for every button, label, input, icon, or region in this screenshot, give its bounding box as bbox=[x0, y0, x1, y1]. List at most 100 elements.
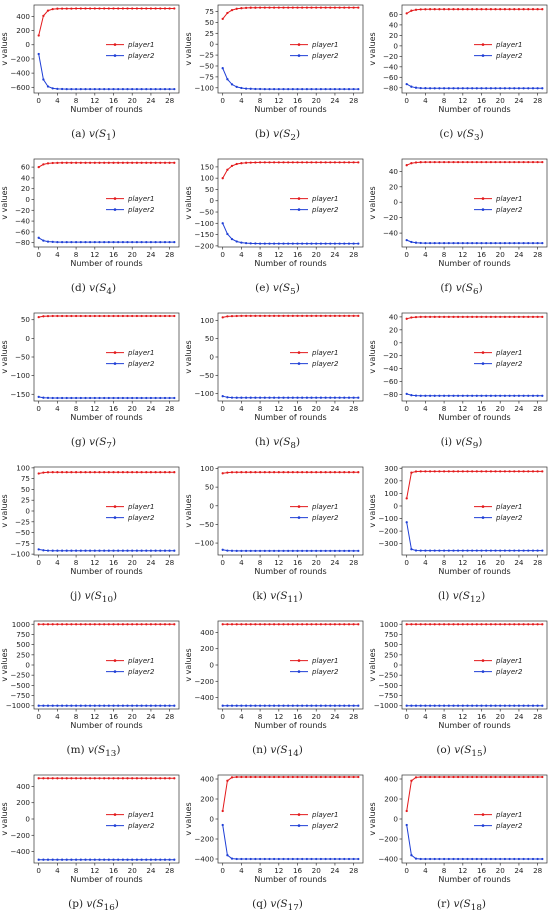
data-point-player2 bbox=[112, 549, 115, 552]
caption-function: v(S bbox=[272, 282, 291, 294]
data-point-player1 bbox=[121, 777, 125, 780]
chart-panel-m: −1000 −750 −500 −250 0 250 500 750 1000 0 4 8 12 16 20… bbox=[0, 616, 185, 770]
legend-label-player1: player1 bbox=[311, 195, 338, 203]
y-tick-label: −75 bbox=[199, 72, 214, 81]
data-point-player1 bbox=[240, 471, 243, 474]
data-point-player2 bbox=[37, 395, 40, 399]
data-point-player2 bbox=[428, 704, 432, 707]
data-point-player2 bbox=[347, 549, 351, 553]
data-point-player2 bbox=[272, 396, 276, 399]
data-point-player1 bbox=[489, 470, 493, 473]
data-point-player2 bbox=[107, 240, 110, 244]
data-point-player1 bbox=[414, 776, 418, 779]
data-point-player2 bbox=[65, 549, 68, 552]
data-point-player2 bbox=[433, 704, 436, 707]
data-point-player1 bbox=[489, 160, 493, 164]
data-point-player1 bbox=[84, 7, 87, 10]
x-tick-label: 12 bbox=[274, 558, 283, 567]
data-point-player2 bbox=[513, 549, 516, 552]
data-point-player2 bbox=[485, 241, 488, 245]
data-point-player1 bbox=[272, 623, 276, 626]
x-tick-label: 16 bbox=[109, 96, 119, 105]
x-axis-label: Number of rounds bbox=[254, 567, 326, 576]
data-point-player1 bbox=[117, 777, 120, 780]
data-point-player2 bbox=[145, 87, 148, 91]
data-point-player2 bbox=[357, 857, 360, 861]
legend-label-player1: player1 bbox=[311, 349, 338, 357]
caption-letter: (q) bbox=[252, 898, 271, 910]
x-axis-label: Number of rounds bbox=[438, 105, 510, 114]
data-point-player1 bbox=[329, 471, 332, 474]
data-point-player1 bbox=[485, 775, 488, 779]
data-point-player1 bbox=[343, 161, 346, 164]
data-point-player1 bbox=[159, 7, 162, 10]
data-point-player2 bbox=[291, 87, 294, 91]
data-point-player1 bbox=[405, 164, 408, 167]
data-point-player2 bbox=[494, 857, 497, 861]
plot-frame bbox=[33, 466, 180, 556]
y-tick-label: 20 bbox=[21, 184, 31, 193]
data-point-player1 bbox=[277, 775, 280, 779]
data-point-player2 bbox=[60, 396, 64, 400]
legend-marker-player2 bbox=[481, 362, 485, 365]
data-point-player1 bbox=[168, 161, 171, 164]
y-axis-label: v values bbox=[0, 340, 9, 373]
data-point-player2 bbox=[37, 548, 40, 551]
data-point-player1 bbox=[249, 471, 252, 474]
data-point-player1 bbox=[126, 777, 129, 780]
data-point-player1 bbox=[51, 471, 54, 474]
data-point-player2 bbox=[324, 704, 327, 707]
data-point-player1 bbox=[149, 161, 153, 164]
data-point-player2 bbox=[240, 396, 243, 399]
data-point-player1 bbox=[173, 314, 176, 318]
data-point-player2 bbox=[419, 549, 422, 552]
y-tick-label: 100 bbox=[200, 316, 214, 325]
data-point-player1 bbox=[424, 775, 427, 779]
x-tick-label: 24 bbox=[146, 96, 156, 105]
y-tick-label: 20 bbox=[389, 31, 399, 40]
data-point-player1 bbox=[301, 6, 304, 9]
y-tick-label: 100 bbox=[200, 174, 214, 183]
legend-marker-player2 bbox=[297, 208, 301, 211]
data-point-player2 bbox=[315, 857, 318, 861]
data-point-player2 bbox=[522, 241, 525, 245]
data-point-player1 bbox=[357, 775, 360, 779]
legend-marker-player2 bbox=[481, 208, 485, 211]
series-line-player1 bbox=[38, 315, 175, 318]
x-axis-label: Number of rounds bbox=[438, 413, 510, 422]
data-point-player2 bbox=[410, 854, 413, 857]
data-point-player2 bbox=[154, 549, 157, 552]
series-line-player1 bbox=[38, 471, 175, 474]
data-point-player2 bbox=[112, 396, 115, 400]
data-point-player2 bbox=[103, 549, 106, 552]
data-point-player1 bbox=[51, 7, 54, 11]
y-tick-label: −80 bbox=[383, 390, 399, 399]
data-point-player1 bbox=[494, 8, 497, 11]
data-point-player1 bbox=[235, 7, 238, 10]
data-point-player1 bbox=[254, 161, 257, 164]
data-point-player2 bbox=[149, 240, 153, 244]
data-point-player1 bbox=[230, 471, 234, 474]
y-tick-label: 500 bbox=[16, 640, 30, 649]
data-point-player1 bbox=[531, 623, 535, 626]
x-tick-label: 28 bbox=[349, 558, 359, 567]
caption-function: v(S bbox=[455, 436, 473, 448]
x-tick-label: 12 bbox=[90, 712, 99, 721]
data-point-player2 bbox=[296, 857, 299, 861]
chart-panel-b: −100 −75 −50 −25 0 25 50 75 0 4 8 12 16 20 24 28 Number … bbox=[184, 0, 369, 154]
y-tick-label: 100 bbox=[384, 489, 398, 498]
series-line-player1 bbox=[222, 776, 359, 812]
data-point-player2 bbox=[531, 394, 535, 397]
x-tick-label: 16 bbox=[109, 558, 119, 567]
data-point-player2 bbox=[159, 240, 162, 244]
data-point-player1 bbox=[244, 6, 248, 10]
data-point-player2 bbox=[447, 857, 450, 861]
data-point-player2 bbox=[527, 394, 530, 397]
x-axis-label: Number of rounds bbox=[254, 413, 326, 422]
caption-function: v(S bbox=[89, 436, 107, 448]
y-tick-label: 100 bbox=[16, 463, 30, 472]
data-point-player1 bbox=[352, 161, 355, 164]
data-point-player2 bbox=[522, 87, 525, 90]
x-tick-label: 4 bbox=[423, 558, 428, 567]
y-tick-label: 0 bbox=[25, 195, 30, 204]
